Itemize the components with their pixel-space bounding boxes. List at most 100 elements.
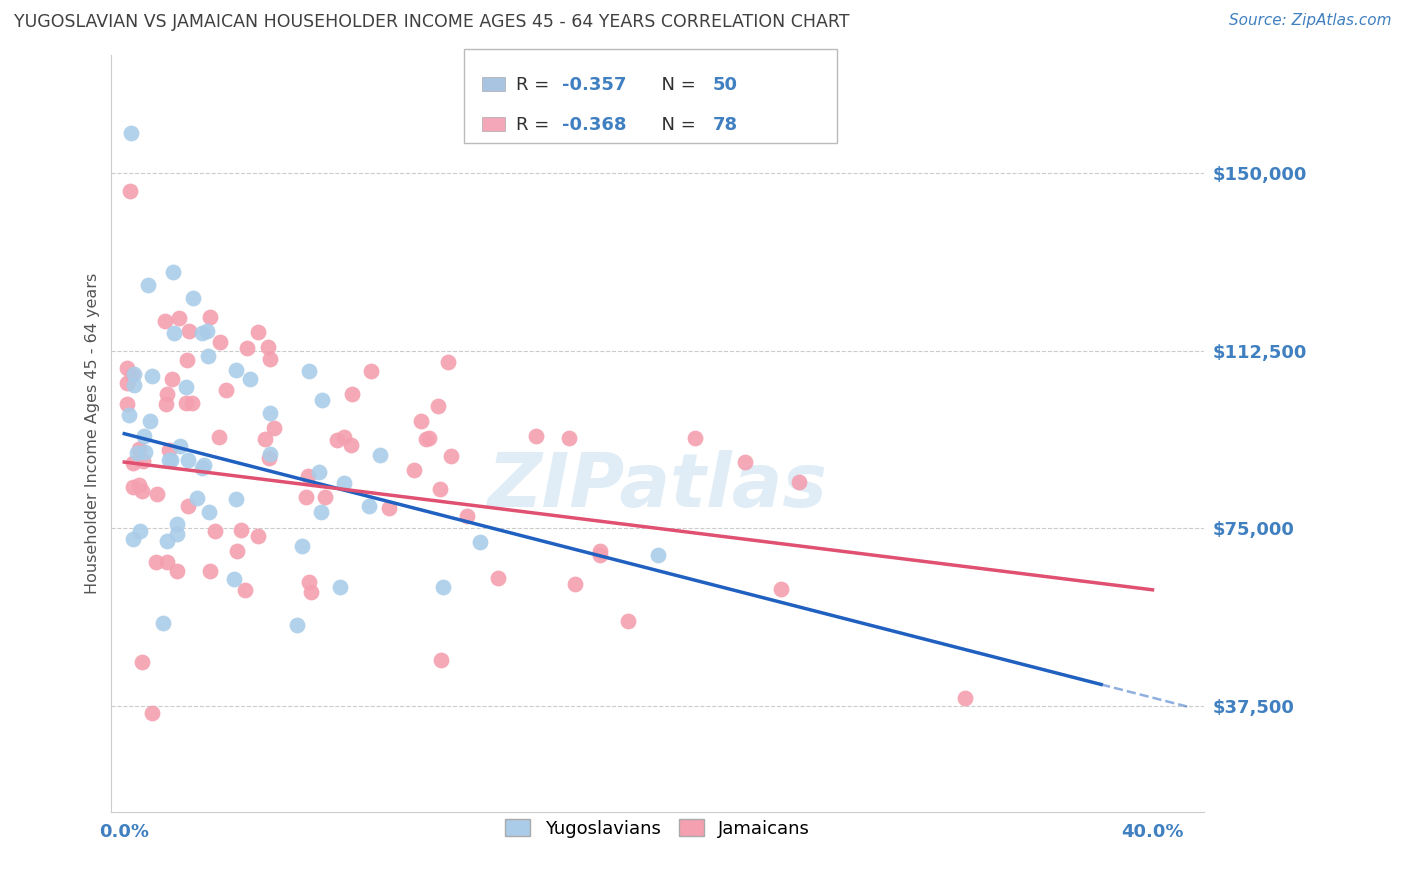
Point [370,448,392,462]
Point [404,463,426,477]
Point [156,555,179,569]
Point [291,539,314,553]
Point [145,555,167,569]
Point [259,447,281,461]
Point [299,585,322,599]
Point [186,491,208,505]
Point [787,475,810,489]
Point [129,524,152,538]
Text: ZIPatlas: ZIPatlas [488,450,828,524]
Point [430,653,453,667]
Legend: Yugoslavians, Jamaicans: Yugoslavians, Jamaicans [498,812,817,845]
Point [115,361,138,376]
Point [432,581,454,595]
Point [224,572,246,586]
Point [953,690,976,705]
Point [166,527,188,541]
Point [259,352,281,367]
Point [193,458,215,473]
Point [198,564,221,578]
Point [285,617,308,632]
Point [215,383,238,397]
Point [259,406,281,420]
Point [357,500,380,514]
Point [115,397,138,411]
Point [468,535,491,549]
Point [229,523,252,537]
Point [174,379,197,393]
Text: R =: R = [516,116,555,134]
Point [298,575,321,590]
Point [122,456,145,470]
Text: R =: R = [516,76,555,94]
Point [415,432,437,446]
Point [181,291,204,305]
Point [136,277,159,292]
Point [122,480,145,494]
Point [456,508,478,523]
Point [311,392,333,407]
Point [297,469,319,483]
Text: Source: ZipAtlas.com: Source: ZipAtlas.com [1229,13,1392,29]
Point [204,524,226,538]
Text: -0.357: -0.357 [562,76,627,94]
Point [134,445,156,459]
Point [340,438,363,452]
Point [342,387,364,401]
Point [191,326,214,340]
Point [160,453,183,467]
Point [524,429,547,443]
Point [263,420,285,434]
Point [179,324,201,338]
Point [427,399,450,413]
Point [769,582,792,597]
Point [326,433,349,447]
Point [298,363,321,377]
Point [122,377,145,392]
Point [208,430,231,444]
Point [128,442,150,456]
Point [360,364,382,378]
Point [156,387,179,401]
Point [253,432,276,446]
Point [176,396,198,410]
Point [195,324,218,338]
Point [233,583,256,598]
Point [163,326,186,341]
Point [197,349,219,363]
Point [308,466,330,480]
Point [617,615,640,629]
Point [141,706,163,720]
Point [226,543,249,558]
Point [295,490,318,504]
Point [118,408,141,422]
Text: N =: N = [650,76,702,94]
Point [225,491,247,506]
Point [411,414,433,428]
Point [157,443,180,458]
Point [166,516,188,531]
Point [169,439,191,453]
Point [329,580,352,594]
Point [683,431,706,445]
Point [191,460,214,475]
Point [236,341,259,355]
Point [127,446,149,460]
Point [169,311,191,326]
Point [131,454,153,468]
Point [256,340,278,354]
Point [589,543,612,558]
Point [257,451,280,466]
Text: 78: 78 [713,116,738,134]
Point [246,529,269,543]
Point [121,532,143,546]
Point [128,478,150,492]
Point [162,372,184,386]
Point [141,369,163,384]
Text: -0.368: -0.368 [562,116,627,134]
Point [118,184,141,198]
Point [225,363,247,377]
Text: N =: N = [650,116,702,134]
Text: 50: 50 [713,76,738,94]
Y-axis label: Householder Income Ages 45 - 64 years: Householder Income Ages 45 - 64 years [86,273,100,594]
